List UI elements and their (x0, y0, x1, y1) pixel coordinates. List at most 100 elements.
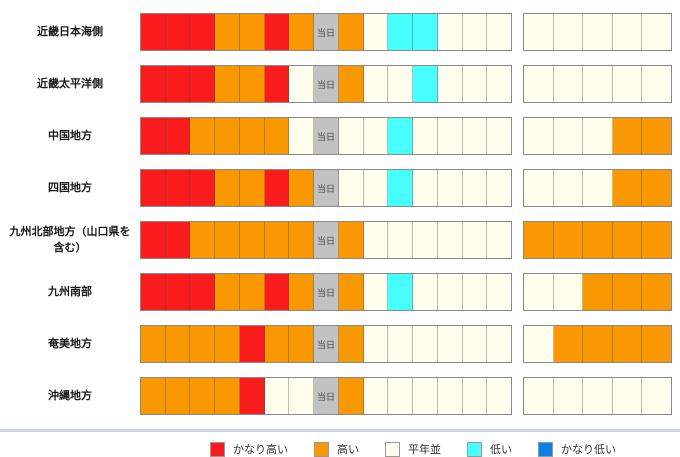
forecast-cell-high (141, 378, 166, 414)
outlook-cells (523, 169, 672, 207)
forecast-cell-normal (462, 378, 488, 414)
forecast-cell-high (215, 14, 240, 50)
forecast-cell-very_high (165, 14, 191, 50)
forecast-cell-high (264, 326, 290, 362)
legend-label: 平年並 (408, 444, 441, 456)
forecast-cell-normal (437, 222, 463, 258)
forecast-row: 中国地方 当日 (0, 117, 680, 155)
forecast-cell-normal (553, 274, 584, 310)
forecast-cell-very_high (141, 170, 166, 206)
forecast-cell-high (215, 274, 240, 310)
forecast-cell-high (338, 222, 364, 258)
forecast-cell-normal (462, 66, 488, 102)
forecast-cell-normal (487, 274, 512, 310)
forecast-cell-high (239, 274, 265, 310)
daily-cells: 当日 (140, 13, 512, 51)
forecast-cell-very_high (165, 222, 191, 258)
forecast-cell-high (190, 326, 216, 362)
forecast-cell-high (215, 326, 240, 362)
forecast-cell-normal (388, 222, 414, 258)
today-cell: 当日 (314, 118, 339, 154)
forecast-cell-high (338, 66, 364, 102)
forecast-cell-high (612, 118, 643, 154)
daily-cells: 当日 (140, 117, 512, 155)
forecast-cell-normal (289, 378, 315, 414)
forecast-cell-normal (642, 14, 671, 50)
forecast-cell-normal (388, 66, 414, 102)
legend-item-very_low: かなり低い (538, 441, 616, 457)
legend: かなり高い 高い 平年並 低い かなり低い (210, 441, 680, 457)
forecast-row: 九州北部地方（山口県を含む） 当日 (0, 221, 680, 259)
forecast-cell-high (239, 222, 265, 258)
forecast-cell-normal (437, 118, 463, 154)
legend-item-normal: 平年並 (385, 441, 441, 457)
forecast-cell-very_high (141, 14, 166, 50)
daily-cells: 当日 (140, 169, 512, 207)
outlook-cells (523, 65, 672, 103)
forecast-cell-high (338, 378, 364, 414)
forecast-cell-normal (524, 170, 554, 206)
today-cell: 当日 (314, 222, 339, 258)
forecast-cell-normal (437, 66, 463, 102)
forecast-cell-normal (413, 170, 438, 206)
forecast-cell-normal (487, 378, 512, 414)
forecast-cell-high (239, 66, 265, 102)
forecast-cell-normal (462, 14, 488, 50)
daily-cells: 当日 (140, 221, 512, 259)
forecast-cell-normal (363, 222, 389, 258)
legend-swatch-very_high (210, 441, 225, 457)
today-cell: 当日 (314, 66, 339, 102)
forecast-cell-normal (289, 118, 315, 154)
forecast-cell-high (165, 378, 191, 414)
daily-cells: 当日 (140, 377, 512, 415)
forecast-cell-high (289, 222, 315, 258)
forecast-cell-high (642, 222, 671, 258)
forecast-cell-very_high (165, 274, 191, 310)
forecast-cell-high (215, 222, 240, 258)
forecast-cell-very_high (264, 274, 290, 310)
forecast-cell-normal (363, 170, 389, 206)
forecast-cell-normal (388, 378, 414, 414)
forecast-cell-high (612, 170, 643, 206)
forecast-cell-very_high (264, 170, 290, 206)
forecast-cell-normal (583, 66, 613, 102)
forecast-cell-high (612, 274, 643, 310)
forecast-cell-very_high (165, 118, 191, 154)
forecast-cell-high (553, 326, 584, 362)
region-label: 四国地方 (48, 181, 92, 194)
forecast-row: 九州南部 当日 (0, 273, 680, 311)
forecast-cell-high (524, 222, 554, 258)
forecast-cell-high (215, 378, 240, 414)
bottom-divider (0, 429, 680, 432)
forecast-cell-low (413, 14, 438, 50)
legend-item-high: 高い (314, 441, 359, 457)
today-cell: 当日 (314, 274, 339, 310)
forecast-cell-normal (338, 170, 364, 206)
forecast-cell-low (388, 274, 414, 310)
forecast-cell-normal (437, 274, 463, 310)
forecast-cell-high (338, 326, 364, 362)
legend-swatch-very_low (538, 441, 553, 457)
region-label: 沖縄地方 (48, 389, 92, 402)
forecast-cell-high (190, 378, 216, 414)
forecast-cell-high (215, 170, 240, 206)
forecast-cell-low (388, 118, 414, 154)
forecast-cell-high (289, 170, 315, 206)
forecast-cell-high (190, 222, 216, 258)
forecast-cell-normal (413, 222, 438, 258)
forecast-cell-high (583, 326, 613, 362)
forecast-cell-very_high (141, 118, 166, 154)
forecast-cell-normal (363, 378, 389, 414)
forecast-cell-very_high (264, 14, 290, 50)
forecast-cell-normal (583, 118, 613, 154)
outlook-cells (523, 13, 672, 51)
legend-item-low: 低い (467, 441, 512, 457)
forecast-cell-normal (462, 222, 488, 258)
forecast-row: 沖縄地方 当日 (0, 377, 680, 415)
forecast-cell-normal (289, 66, 315, 102)
forecast-cell-very_high (190, 66, 216, 102)
forecast-cell-very_high (141, 274, 166, 310)
forecast-cell-high (642, 118, 671, 154)
forecast-cell-high (289, 14, 315, 50)
forecast-cell-normal (487, 14, 512, 50)
